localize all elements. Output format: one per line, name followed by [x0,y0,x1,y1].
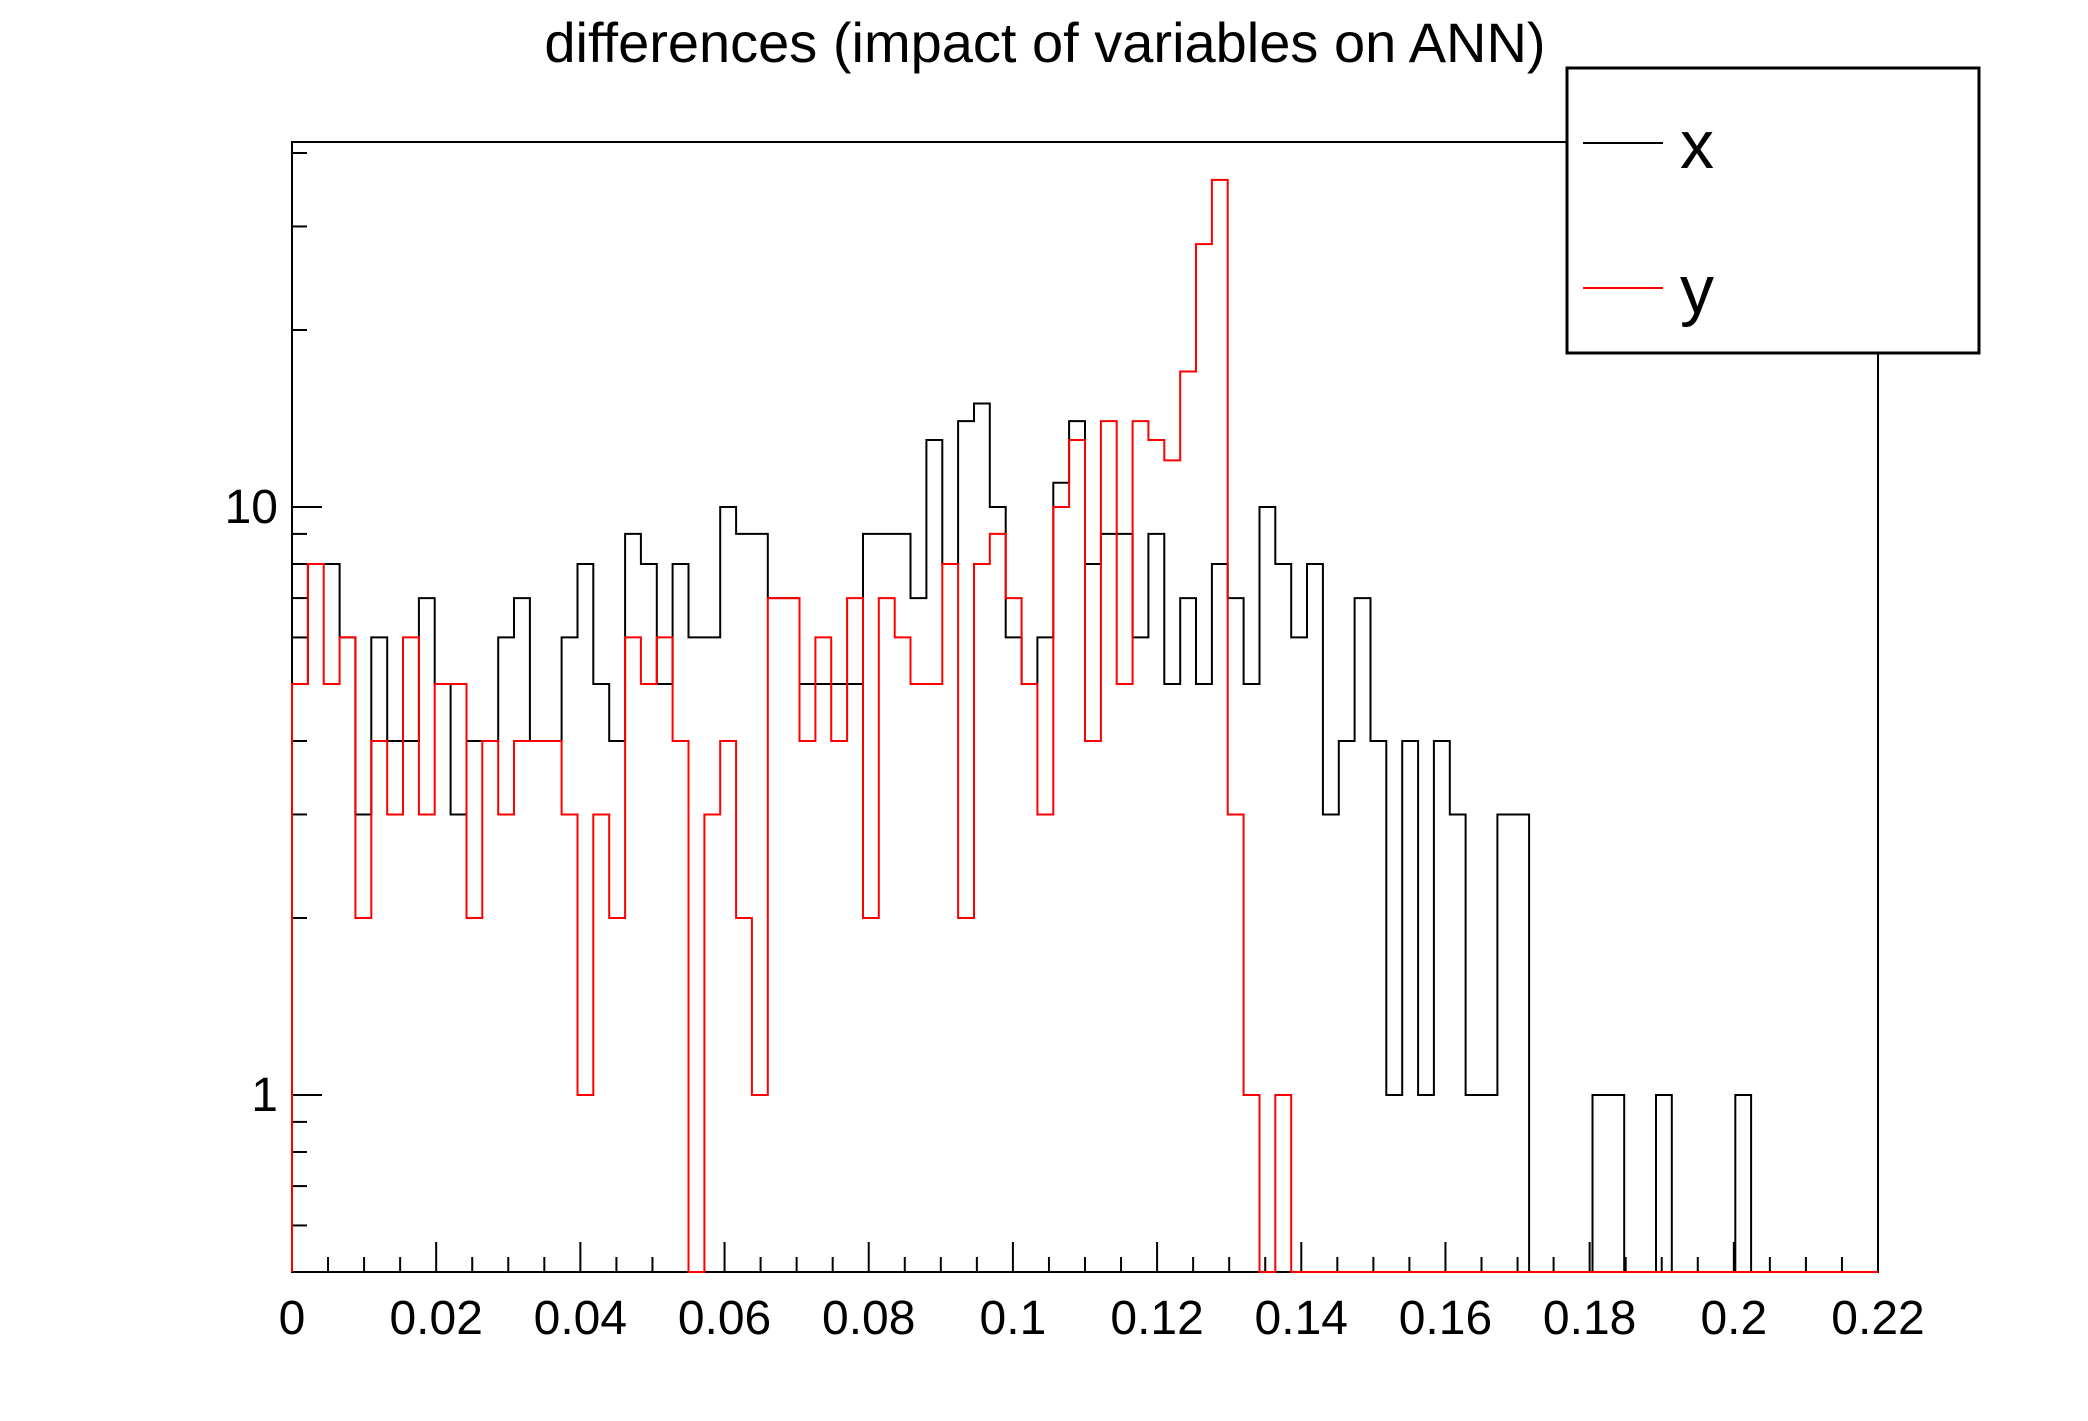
y-axis-tick-label: 1 [251,1069,278,1122]
x-axis-tick-label: 0.2 [1700,1292,1767,1345]
y-axis-tick-label: 10 [225,481,278,534]
x-axis-tick-label: 0.1 [980,1292,1047,1345]
x-axis-tick-label: 0.04 [534,1292,627,1345]
axis-labels: 0 0.02 0.04 0.06 0.08 0.1 0.12 0.14 0.16 0.18 0.2 0… [225,481,1925,1345]
x-axis-tick-label: 0.18 [1543,1292,1636,1345]
x-axis-tick-label: 0.02 [389,1292,482,1345]
x-axis-tick-label: 0.16 [1399,1292,1492,1345]
legend-label-x: x [1680,107,1714,183]
x-axis-tick-label: 0.22 [1831,1292,1924,1345]
x-axis-tick-label: 0 [279,1292,306,1345]
chart-title: differences (impact of variables on ANN) [544,11,1545,74]
x-axis-tick-label: 0.12 [1110,1292,1203,1345]
x-axis-tick-label: 0.08 [822,1292,915,1345]
histogram-series [291,178,1878,1273]
legend: x y [1565,66,1981,355]
x-axis-tick-label: 0.14 [1255,1292,1348,1345]
legend-box [1565,66,1981,355]
series-y-steps [291,178,1878,1273]
x-axis-tick-label: 0.06 [678,1292,771,1345]
legend-label-y: y [1680,252,1714,328]
